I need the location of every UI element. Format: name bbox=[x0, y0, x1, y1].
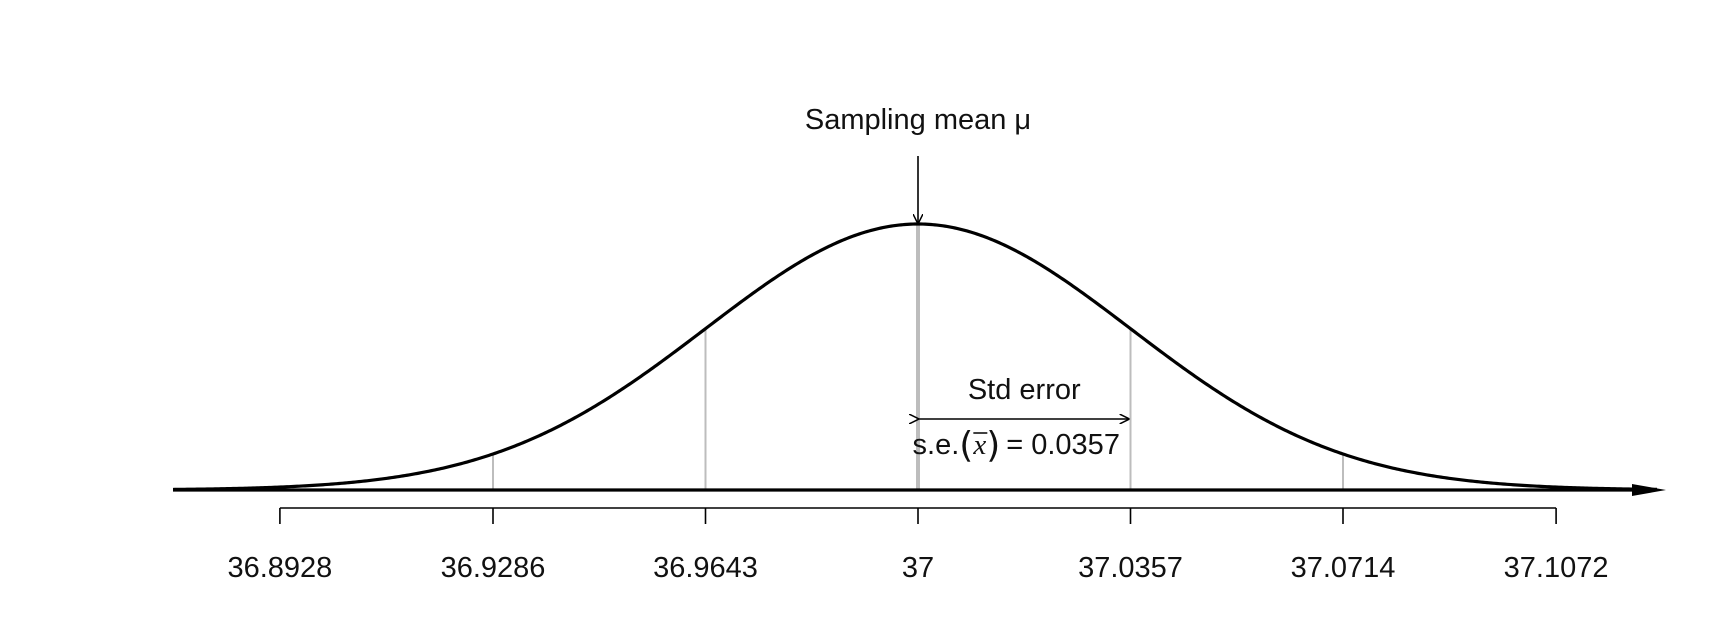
tick-label-6: 37.1072 bbox=[1504, 552, 1609, 584]
se-prefix: s.e. bbox=[913, 429, 960, 461]
xbar-symbol: x bbox=[972, 429, 986, 461]
mean-label: Sampling mean μ bbox=[805, 104, 1031, 136]
std-error-title: Std error bbox=[968, 374, 1081, 406]
tick-label-4: 37.0357 bbox=[1078, 552, 1183, 584]
tick-label-1: 36.9286 bbox=[441, 552, 546, 584]
tick-label-0: 36.8928 bbox=[227, 552, 332, 584]
tick-label-3: 37 bbox=[902, 552, 934, 584]
tick-label-2: 36.9643 bbox=[653, 552, 758, 584]
baseline-arrow-head bbox=[1632, 484, 1666, 496]
sd-guide-lines bbox=[278, 224, 1558, 490]
se-value: = 0.0357 bbox=[1006, 429, 1120, 461]
horizontal-axis-line bbox=[173, 484, 1666, 496]
normal-density-curve bbox=[172, 222, 1658, 492]
tick-label-5: 37.0714 bbox=[1291, 552, 1396, 584]
x-axis: 36.8928 36.9286 36.9643 37 37.0357 37.0714 37.… bbox=[227, 507, 1609, 584]
std-error-value: s.e.(x) = 0.0357 bbox=[913, 425, 1120, 466]
